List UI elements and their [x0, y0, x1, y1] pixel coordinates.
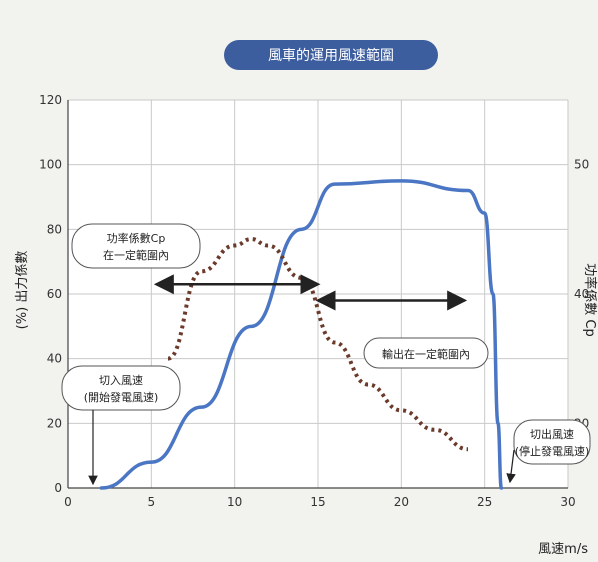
callout-cp-line2: 在一定範圍內: [103, 248, 169, 262]
right-tick-label: 50: [574, 158, 589, 172]
callout-cp-line1: 功率係數Cp: [107, 231, 166, 245]
right-tick-label: 40: [574, 287, 589, 301]
y-tick-label: 80: [47, 222, 62, 236]
x-tick-label: 15: [310, 495, 325, 509]
callout-output: 輸出在一定範圍內: [363, 337, 489, 369]
callout-cut-in-line2: (開始發電風速): [84, 390, 159, 404]
callout-output-line1: 輸出在一定範圍內: [382, 347, 470, 361]
y-tick-label: 120: [39, 93, 62, 107]
y-axis-label: (%) 出力係數: [15, 251, 30, 330]
callout-cut-out-line2: (停止發電風速): [515, 444, 590, 458]
x-axis-label: 風速m/s: [538, 542, 588, 557]
callout-cut-in-line1: 切入風速: [99, 374, 143, 387]
callout-cut-out-pointer: [506, 449, 516, 484]
x-tick-label: 20: [394, 495, 409, 509]
x-tick-label: 25: [477, 495, 492, 509]
callout-cut-in-box: [61, 365, 181, 411]
callout-output-box: [363, 337, 489, 369]
y-tick-label: 20: [47, 416, 62, 430]
title-pill: [224, 40, 438, 70]
x-tick-label: 10: [227, 495, 242, 509]
chart-title: 風車的運用風速範圍: [224, 40, 438, 70]
x-ticks: 0 5 10 15 20 25 30: [64, 495, 575, 509]
y-tick-label: 0: [54, 481, 62, 495]
x-tick-label: 5: [148, 495, 156, 509]
right-axis-label: 功率係數 Cp: [582, 263, 598, 336]
x-tick-label: 0: [64, 495, 72, 509]
callout-cp: 功率係數Cp 在一定範圍內: [71, 223, 201, 269]
callout-cut-out-box: [513, 419, 591, 465]
series-line-1: [99, 179, 504, 490]
y-tick-label: 60: [47, 287, 62, 301]
y-tick-label: 100: [39, 158, 62, 172]
callout-cut-out: 切出風速 (停止發電風速): [506, 419, 591, 484]
range-arrows: [153, 274, 468, 311]
x-tick-label: 30: [560, 495, 575, 509]
y-ticks: 0 20 40 60 80 100 120: [39, 93, 62, 495]
callout-cut-out-line1: 切出風速: [530, 427, 574, 441]
callout-cp-box: [71, 223, 201, 269]
title-text: 風車的運用風速範圍: [268, 47, 394, 64]
y-tick-label: 40: [47, 352, 62, 366]
callout-cut-in: 切入風速 (開始發電風速): [61, 365, 181, 486]
